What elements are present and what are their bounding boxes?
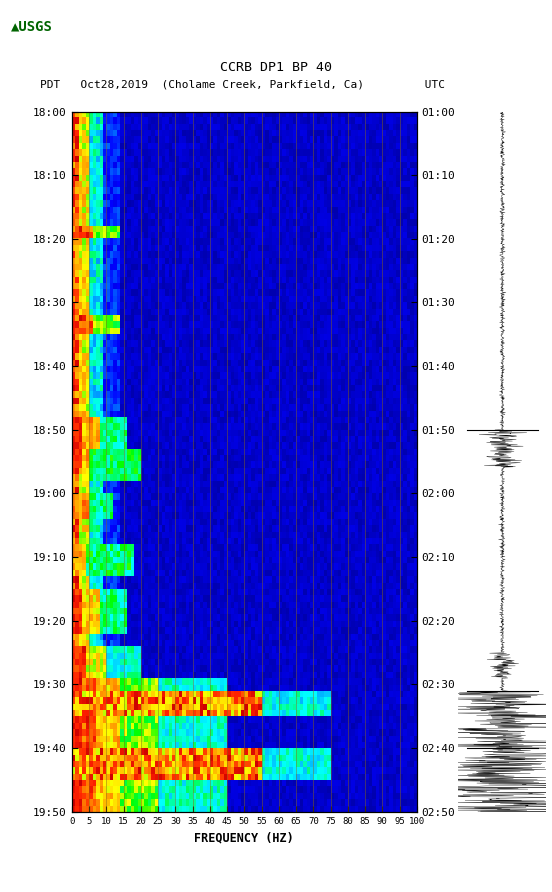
X-axis label: FREQUENCY (HZ): FREQUENCY (HZ) — [194, 831, 294, 844]
Text: CCRB DP1 BP 40: CCRB DP1 BP 40 — [220, 62, 332, 74]
Text: ▲USGS: ▲USGS — [11, 20, 53, 34]
Text: PDT   Oct28,2019  (Cholame Creek, Parkfield, Ca)         UTC: PDT Oct28,2019 (Cholame Creek, Parkfield… — [40, 79, 445, 90]
